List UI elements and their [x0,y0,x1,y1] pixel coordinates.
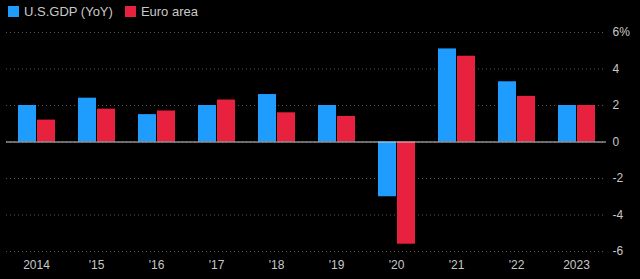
html-text:Euro area: Euro area [140,3,198,19]
svg-text:'21: '21 [449,258,465,272]
svg-text:6%: 6% [613,25,631,39]
svg-text:-6: -6 [613,244,624,258]
html-text:U.S.GDP (YoY): U.S.GDP (YoY) [24,3,113,19]
svg-text:'18: '18 [269,258,285,272]
svg-text:2014: 2014 [23,258,50,272]
svg-text:'16: '16 [149,258,165,272]
svg-text:2: 2 [613,98,620,112]
svg-text:'22: '22 [509,258,525,272]
svg-text:-4: -4 [613,208,624,222]
svg-text:'20: '20 [389,258,405,272]
svg-text:'15: '15 [89,258,105,272]
svg-text:2023: 2023 [563,258,590,272]
svg-text:'17: '17 [209,258,225,272]
svg-text:-2: -2 [613,171,624,185]
svg-text:4: 4 [613,62,620,76]
svg-text:0: 0 [613,135,620,149]
svg-text:'19: '19 [329,258,345,272]
